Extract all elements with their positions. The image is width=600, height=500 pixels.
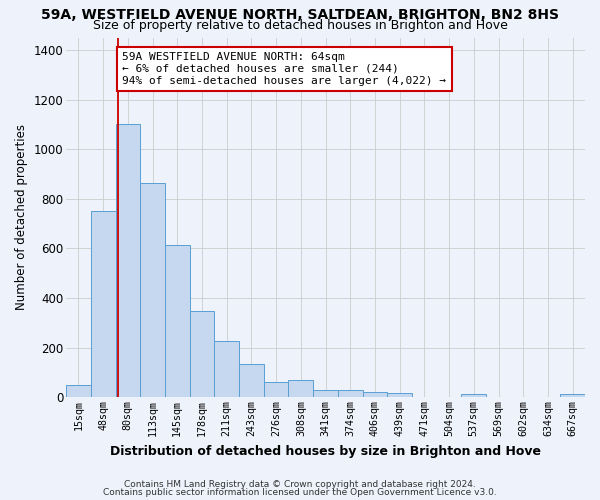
Text: Size of property relative to detached houses in Brighton and Hove: Size of property relative to detached ho… bbox=[92, 19, 508, 32]
Bar bbox=[165, 244, 190, 398]
Bar bbox=[190, 311, 214, 398]
Bar bbox=[289, 380, 313, 398]
Text: 59A WESTFIELD AVENUE NORTH: 64sqm
← 6% of detached houses are smaller (244)
94% : 59A WESTFIELD AVENUE NORTH: 64sqm ← 6% o… bbox=[122, 52, 446, 86]
Bar bbox=[461, 394, 486, 398]
Bar bbox=[66, 385, 91, 398]
Bar bbox=[140, 182, 165, 398]
Bar bbox=[560, 394, 585, 398]
Text: 59A, WESTFIELD AVENUE NORTH, SALTDEAN, BRIGHTON, BN2 8HS: 59A, WESTFIELD AVENUE NORTH, SALTDEAN, B… bbox=[41, 8, 559, 22]
Text: Contains HM Land Registry data © Crown copyright and database right 2024.: Contains HM Land Registry data © Crown c… bbox=[124, 480, 476, 489]
Bar bbox=[264, 382, 289, 398]
Bar bbox=[388, 393, 412, 398]
Bar bbox=[313, 390, 338, 398]
Bar bbox=[338, 390, 362, 398]
Bar bbox=[91, 211, 116, 398]
Bar bbox=[214, 341, 239, 398]
Bar bbox=[116, 124, 140, 398]
X-axis label: Distribution of detached houses by size in Brighton and Hove: Distribution of detached houses by size … bbox=[110, 444, 541, 458]
Text: Contains public sector information licensed under the Open Government Licence v3: Contains public sector information licen… bbox=[103, 488, 497, 497]
Y-axis label: Number of detached properties: Number of detached properties bbox=[15, 124, 28, 310]
Bar bbox=[239, 364, 264, 398]
Bar bbox=[362, 392, 388, 398]
